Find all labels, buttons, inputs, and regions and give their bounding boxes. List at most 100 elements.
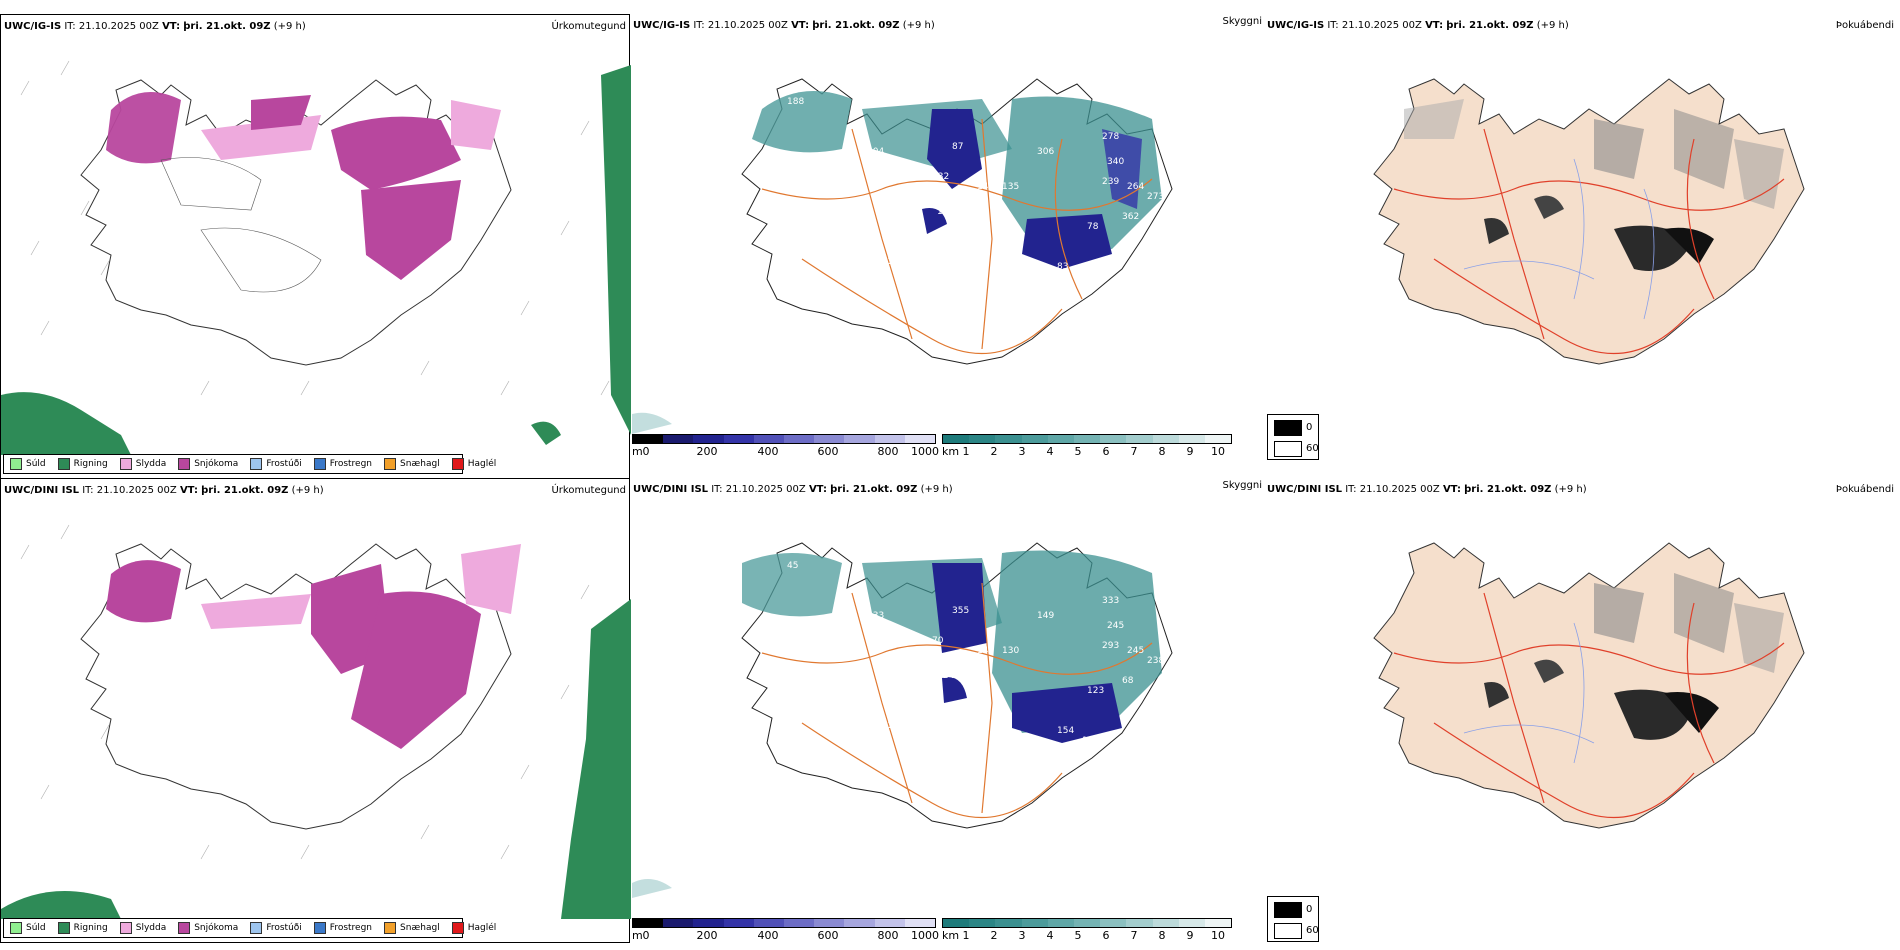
value-label: 237: [1152, 227, 1169, 237]
panel-header: UWC/DINI ISL IT: 21.10.2025 00Z VT: þri.…: [633, 484, 953, 495]
value-label: 130: [1002, 646, 1019, 656]
value-label: 306: [1037, 147, 1054, 157]
visibility-colorbar: km 1 2 3 4 5 6 7 8 9 10: [942, 434, 1242, 464]
value-label: 87: [952, 142, 963, 152]
value-label: 245: [1127, 646, 1144, 656]
value-label: 84: [937, 192, 949, 202]
value-label: 480: [957, 726, 974, 736]
value-label: 278: [1102, 132, 1119, 142]
value-label: 148: [977, 182, 994, 192]
precip-legend: Súld Rigning Slydda Snjókoma Frostúði Fr…: [3, 918, 496, 938]
panel-title: Þokuábendi: [1835, 484, 1894, 495]
legend-item-haglel: Haglél: [451, 922, 496, 934]
value-label: 107: [887, 721, 904, 731]
visibility-panel-row2: UWC/DINI ISL IT: 21.10.2025 00Z VT: þri.…: [632, 478, 1319, 943]
panel-title: Úrkomutegund: [551, 21, 626, 32]
panel-header: UWC/IG-IS IT: 21.10.2025 00Z VT: þri. 21…: [1267, 20, 1569, 31]
visibility-colorbar-strip: [942, 434, 1232, 444]
value-label: 224: [937, 671, 954, 681]
value-label: 78: [1087, 222, 1099, 232]
value-label: 239: [1102, 177, 1119, 187]
value-label: 355: [952, 606, 969, 616]
value-label: 75: [1082, 272, 1093, 282]
legend-item-slydda: Slydda: [119, 458, 166, 470]
value-label: 133: [867, 611, 884, 621]
legend-item-rigning: Rigning: [57, 922, 108, 934]
legend-item-snaehagl: Snæhagl: [384, 458, 440, 470]
legend-item-snjokoma: Snjókoma: [178, 922, 238, 934]
altitude-colorbar: m 0 200 400 600 800 1000: [632, 434, 942, 464]
legend-item-snaehagl: Snæhagl: [384, 922, 440, 934]
legend-item-frostregn: Frostregn: [313, 922, 372, 934]
value-label: 264: [1127, 182, 1144, 192]
value-label: 238: [1147, 656, 1164, 666]
value-label: 362: [1122, 212, 1139, 222]
value-label: 68: [1122, 676, 1134, 686]
legend-item-sudl: Súld: [10, 458, 46, 470]
legend-item-rigning: Rigning: [57, 458, 108, 470]
panel-title: Þokuábendi: [1835, 20, 1894, 31]
value-label: 45: [1172, 167, 1183, 177]
fog-legend-swatch-0: [1274, 420, 1302, 436]
legend-item-haglel: Haglél: [451, 458, 496, 470]
legend-item-frostudi: Frostúði: [250, 922, 302, 934]
panel-header: UWC/DINI ISL IT: 21.10.2025 00Z VT: þri.…: [4, 485, 324, 496]
value-label: 132: [932, 172, 949, 182]
value-label: 188: [787, 97, 804, 107]
visibility-panel-row1: UWC/IG-IS IT: 21.10.2025 00Z VT: þri. 21…: [632, 14, 1319, 479]
value-label: 78: [1152, 691, 1164, 701]
fog-legend: 0 60: [1267, 896, 1319, 942]
legend-item-frostregn: Frostregn: [313, 458, 372, 470]
value-label: 745: [722, 591, 739, 601]
visibility-labels-row1: 188 615 87 304 132 84 100 148 135 306 278 340 239 264…: [722, 97, 1183, 292]
value-label: 143: [977, 646, 994, 656]
value-label: 89: [957, 262, 969, 272]
panel-header: UWC/IG-IS IT: 21.10.2025 00Z VT: þri. 21…: [633, 20, 935, 31]
panel-header: UWC/IG-IS IT: 21.10.2025 00Z VT: þri. 21…: [4, 21, 306, 32]
visibility-colorbar-strip: [942, 918, 1232, 928]
value-label: 245: [1107, 621, 1124, 631]
panel-title: Skyggni: [1222, 480, 1262, 491]
value-label: 154: [1057, 726, 1074, 736]
precip-type-panel-row1: UWC/IG-IS IT: 21.10.2025 00Z VT: þri. 21…: [0, 14, 631, 479]
value-label: 93: [1172, 631, 1183, 641]
value-label: 123: [1087, 686, 1104, 696]
value-label: 59: [1137, 277, 1149, 287]
panel-header: UWC/DINI ISL IT: 21.10.2025 00Z VT: þri.…: [1267, 484, 1587, 495]
value-label: 135: [1002, 182, 1019, 192]
value-label: 333: [1102, 596, 1119, 606]
precip-type-map: [1, 60, 631, 455]
legend-item-slydda: Slydda: [119, 922, 166, 934]
visibility-map: [632, 78, 1173, 434]
visibility-labels-row2: 45 745 355 133 70 100 224 143 130 149 333 245 293 245…: [722, 561, 1183, 756]
fog-legend: 0 60: [1267, 414, 1319, 460]
value-label: 273: [1147, 192, 1164, 202]
fog-legend-swatch-0: [1274, 902, 1302, 918]
value-label: 70: [932, 636, 944, 646]
value-label: 87: [1137, 741, 1148, 751]
value-label: 136: [887, 257, 904, 267]
panel-title: Skyggni: [1222, 16, 1262, 27]
legend-item-snjokoma: Snjókoma: [178, 458, 238, 470]
legend-item-sudl: Súld: [10, 922, 46, 934]
value-label: 615: [722, 127, 739, 137]
fog-map: [1373, 542, 1805, 829]
fog-legend-swatch-60: [1274, 441, 1302, 457]
value-label: 340: [1107, 157, 1124, 167]
legend-item-frostudi: Frostúði: [250, 458, 302, 470]
panel-title: Úrkomutegund: [551, 485, 626, 496]
altitude-colorbar-strip: [632, 434, 936, 444]
value-label: 121: [1107, 746, 1124, 756]
value-label: 149: [1037, 611, 1054, 621]
value-label: 129: [1082, 736, 1099, 746]
altitude-colorbar-strip: [632, 918, 936, 928]
value-label: 100: [937, 656, 954, 666]
visibility-colorbar: km 1 2 3 4 5 6 7 8 9 10: [942, 918, 1242, 948]
fog-map: [1373, 78, 1805, 365]
value-label: 308: [1162, 671, 1179, 681]
value-label: 304: [867, 147, 884, 157]
altitude-colorbar: m 0 200 400 600 800 1000: [632, 918, 942, 948]
value-label: 83: [1057, 262, 1068, 272]
value-label: 94: [1107, 282, 1119, 292]
fog-panel-row2: UWC/DINI ISL IT: 21.10.2025 00Z VT: þri.…: [1264, 478, 1894, 943]
